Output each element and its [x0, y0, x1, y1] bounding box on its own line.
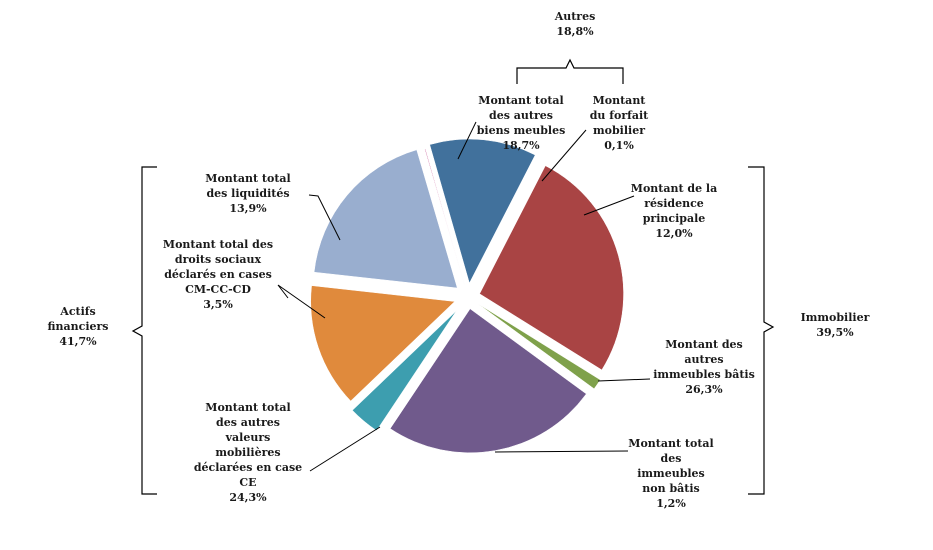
slice-label-line: CM-CC-CD — [185, 283, 251, 296]
slice-label-line: déclarées en case — [194, 461, 302, 474]
leader-line — [541, 129, 587, 182]
slice-label-line: mobilier — [593, 124, 645, 137]
slice-label-line: des liquidités — [206, 187, 289, 200]
group-label: Immobilier 39,5% — [801, 311, 870, 339]
slice-value-label: 3,5% — [203, 298, 233, 311]
group-label-line: Autres — [554, 10, 596, 23]
slice-label: Montant total des droits sociaux déclarés … — [163, 238, 273, 311]
group-brackets: Autres 18,8% Immobilier 39,5% Actifs financie… — [48, 10, 870, 495]
group-brace — [516, 58, 624, 84]
slice-value-label: 18,7% — [502, 139, 540, 152]
group-label-line: Immobilier — [801, 311, 870, 324]
slice-label: Montant de la résidence principale 12,0% — [631, 182, 717, 240]
leader-lines — [277, 121, 651, 472]
group-brace — [131, 166, 157, 495]
slice-label-line: valeurs — [225, 431, 271, 444]
slice-value-label: 0,1% — [604, 139, 634, 152]
pie-slice — [429, 138, 536, 284]
slice-label-line: Montant de la — [631, 182, 717, 195]
pie-slice — [313, 149, 458, 289]
group-value-label: 18,8% — [556, 25, 594, 38]
leader-line — [308, 194, 341, 241]
group-label: Actifs financiers 41,7% — [48, 305, 109, 348]
slice-label-line: droits sociaux — [175, 253, 262, 266]
leader-line — [309, 426, 381, 472]
group-brace — [748, 166, 775, 495]
slice-label-line: des autres — [489, 109, 553, 122]
slice-label-line: Montant total des — [163, 238, 273, 251]
slice-label: Montant total des immeubles non bâtis 1,2% — [628, 437, 713, 510]
leader-line — [597, 378, 651, 382]
slice-label-line: des — [661, 452, 682, 465]
slice-label-line: déclarés en cases — [164, 268, 272, 281]
leader-line — [494, 450, 629, 453]
slice-label-line: mobilières — [215, 446, 280, 459]
slice-label-line: non bâtis — [642, 482, 699, 495]
leader-line — [457, 121, 477, 160]
slice-label-line: immeubles bâtis — [653, 368, 755, 381]
pie-slice — [424, 148, 466, 288]
leader-line — [277, 284, 326, 319]
slice-value-label: 26,3% — [685, 383, 723, 396]
leader-line — [583, 195, 635, 216]
pie-slice — [477, 303, 601, 390]
slice-label: Montant des autres immeubles bâtis 26,3% — [653, 338, 755, 396]
slice-value-label: 24,3% — [229, 491, 267, 504]
group-label-line: Actifs — [59, 305, 95, 318]
slice-label-line: Montant total — [205, 172, 290, 185]
pie-slice — [310, 285, 456, 402]
slice-label: Montant total des autres valeurs mobilières… — [194, 401, 302, 504]
group-value-label: 39,5% — [816, 326, 854, 339]
group-value-label: 41,7% — [59, 335, 97, 348]
slice-label-line: CE — [239, 476, 256, 489]
slice-label: Montant total des autres biens meubles 18,7… — [477, 94, 566, 152]
slice-label-line: des autres — [216, 416, 280, 429]
slice-label-line: Montant des — [665, 338, 743, 351]
slice-label-line: autres — [684, 353, 723, 366]
slice-value-label: 13,9% — [229, 202, 267, 215]
slice-label-line: Montant total — [628, 437, 713, 450]
pie-slice — [389, 308, 587, 453]
pie-slices — [310, 138, 624, 453]
slice-value-label: 1,2% — [656, 497, 686, 510]
pie-slice — [479, 165, 624, 371]
slice-label-line: du forfait — [590, 109, 649, 122]
slice-label: Montant total des liquidités 13,9% — [205, 172, 290, 215]
slice-label: Montant du forfait mobilier 0,1% — [590, 94, 649, 152]
slice-label-line: immeubles — [637, 467, 705, 480]
slice-labels: Montant de la résidence principale 12,0%Mon… — [163, 94, 755, 510]
slice-value-label: 12,0% — [655, 227, 693, 240]
slice-label-line: résidence — [644, 197, 704, 210]
group-label-line: financiers — [48, 320, 109, 333]
slice-label-line: Montant total — [478, 94, 563, 107]
slice-label-line: biens meubles — [477, 124, 566, 137]
slice-label-line: principale — [643, 212, 706, 225]
pie-slice — [352, 310, 457, 431]
slice-label-line: Montant — [593, 94, 647, 107]
slice-label-line: Montant total — [205, 401, 290, 414]
group-label: Autres 18,8% — [554, 10, 596, 38]
